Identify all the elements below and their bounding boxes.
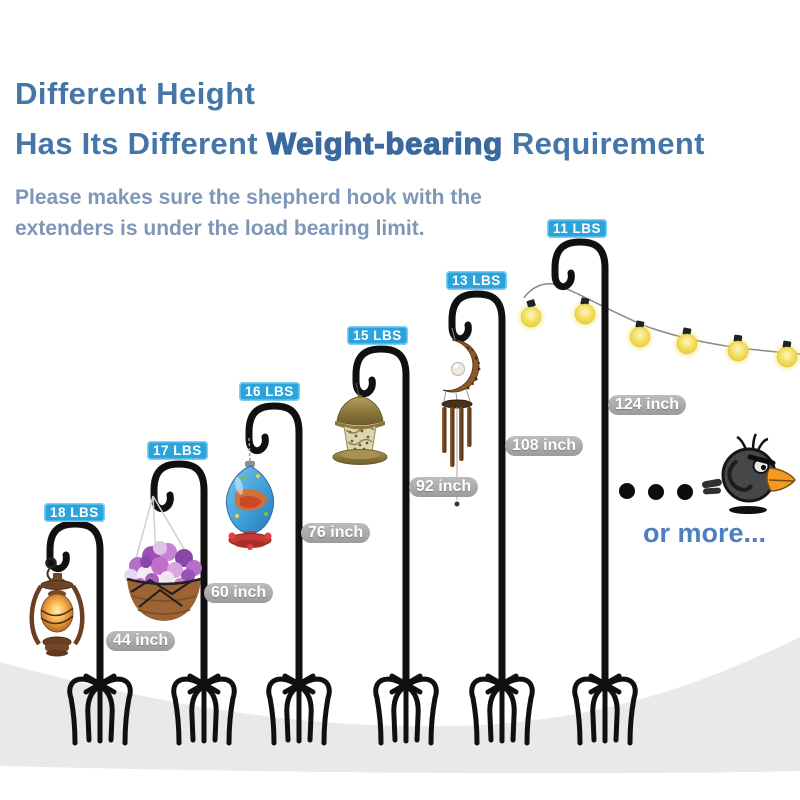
claw-base-5 [469, 669, 535, 746]
height-label-3: 76 inch [301, 523, 371, 543]
shepherd-hook-4 [352, 345, 410, 692]
claw-base-3 [266, 669, 332, 746]
floor [0, 637, 800, 774]
claw-base-4 [373, 669, 439, 746]
title-prefix: Has Its Different [15, 126, 267, 161]
bird-feeder-icon [332, 382, 388, 465]
hanging-flower-basket-icon [124, 495, 202, 621]
claw-base-2 [171, 669, 237, 746]
title-suffix: Requirement [503, 126, 705, 161]
subtitle-line1: Please makes sure the shepherd hook with… [15, 186, 482, 209]
claw-bases [67, 669, 535, 746]
lantern-icon [29, 557, 85, 657]
height-label-5: 108 inch [505, 436, 584, 456]
moon-cutouts [466, 346, 481, 390]
shepherd-hook-2 [150, 460, 208, 692]
page-title: Different Height [15, 76, 256, 111]
bulb [516, 299, 546, 332]
subtitle: Please makes sure the shepherd hook with… [15, 182, 482, 244]
height-label-4: 92 inch [409, 477, 479, 497]
weight-capacity-badge-6: 11 LBS [547, 219, 608, 238]
shepherd-hook-3 [245, 402, 303, 692]
shepherd-hook-6 [551, 238, 609, 692]
bulb [772, 340, 800, 372]
bulb [570, 297, 600, 329]
claw-base-6 [572, 669, 638, 746]
shepherd-hook-1 [46, 520, 104, 692]
bulb [625, 320, 655, 352]
weight-capacity-badge-5: 13 LBS [446, 271, 507, 290]
subtitle-line2: extenders is under the load bearing limi… [15, 217, 425, 240]
shepherd-hook-5 [448, 290, 506, 692]
title-highlight: Weight-bearing [266, 125, 503, 161]
string-lights-icon [516, 283, 800, 372]
hummingbird-feeder-icon [225, 437, 275, 550]
bulb [723, 334, 753, 366]
moon-wind-chime-icon [441, 327, 481, 507]
weight-capacity-badge-4: 15 LBS [347, 326, 408, 345]
weight-capacity-badge-2: 17 LBS [147, 441, 208, 460]
height-label-2: 60 inch [204, 583, 274, 603]
page-title-line2: Has Its Different Weight-bearing Require… [15, 125, 705, 162]
bulb [672, 327, 702, 359]
claw-base-1 [67, 669, 133, 746]
bird-icon [702, 433, 796, 514]
weight-capacity-badge-1: 18 LBS [44, 503, 105, 522]
weight-capacity-badge-3: 16 LBS [239, 382, 300, 401]
ellipsis-dots [619, 483, 693, 500]
height-label-6: 124 inch [608, 395, 687, 415]
or-more-text: or more... [643, 518, 767, 548]
height-label-1: 44 inch [106, 631, 176, 651]
